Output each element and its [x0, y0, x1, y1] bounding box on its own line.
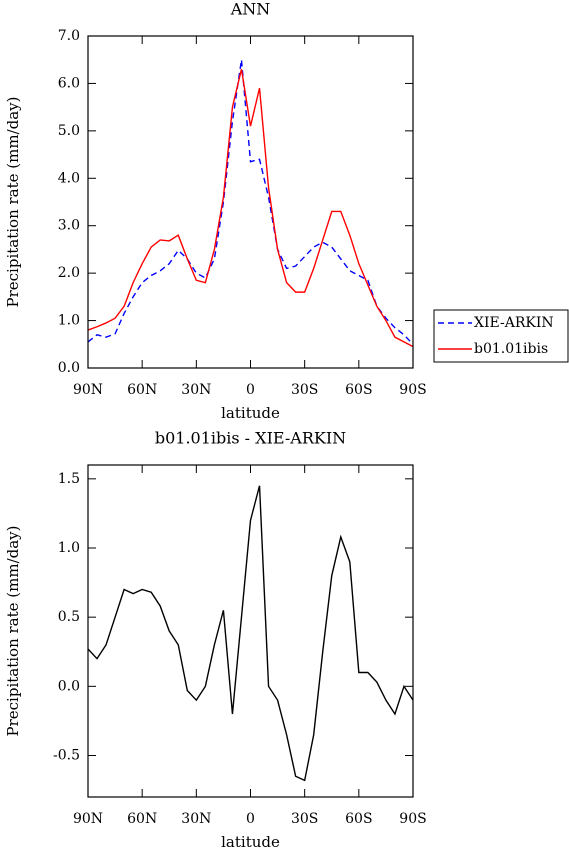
y-tick-label: 7.0 — [58, 28, 80, 44]
y-tick-label: -0.5 — [53, 748, 80, 764]
y-tick-label: 0.5 — [58, 609, 80, 625]
y-axis-label: Precipitation rate (mm/day) — [4, 525, 22, 736]
chart-title: b01.01ibis - XIE-ARKIN — [155, 429, 346, 448]
legend-label: b01.01ibis — [474, 341, 548, 357]
data-line — [87, 69, 414, 348]
data-line — [87, 59, 414, 345]
y-tick-label: 1.5 — [58, 471, 80, 487]
y-tick-label: 1.0 — [58, 313, 80, 329]
data-line — [87, 485, 414, 782]
x-tick-label: 30N — [181, 811, 211, 827]
x-tick-label: 60S — [345, 382, 372, 398]
y-tick-label: 1.0 — [58, 540, 80, 556]
x-tick-label: 30N — [181, 382, 211, 398]
x-axis-label: latitude — [221, 404, 280, 422]
x-tick-label: 90S — [399, 382, 426, 398]
x-tick-label: 0 — [246, 382, 255, 398]
y-axis-label: Precipitation rate (mm/day) — [4, 96, 22, 307]
x-tick-label: 0 — [246, 811, 255, 827]
y-tick-label: 0.0 — [58, 678, 80, 694]
x-tick-label: 60N — [127, 811, 157, 827]
y-tick-label: 5.0 — [58, 123, 80, 139]
y-tick-label: 2.0 — [58, 265, 80, 281]
x-tick-label: 90N — [73, 382, 103, 398]
plot-frame — [87, 464, 414, 798]
x-axis-label: latitude — [221, 833, 280, 851]
chart-title: ANN — [230, 0, 271, 19]
x-tick-label: 60N — [127, 382, 157, 398]
x-tick-label: 60S — [345, 811, 372, 827]
legend-box — [433, 309, 569, 363]
y-tick-label: 3.0 — [58, 218, 80, 234]
x-tick-label: 30S — [291, 382, 318, 398]
y-tick-label: 4.0 — [58, 170, 80, 186]
x-tick-label: 30S — [291, 811, 318, 827]
x-tick-label: 90S — [399, 811, 426, 827]
x-tick-label: 90N — [73, 811, 103, 827]
y-tick-label: 0.0 — [58, 360, 80, 376]
y-tick-label: 6.0 — [58, 75, 80, 91]
legend-label: XIE-ARKIN — [474, 315, 554, 331]
plot-frame — [87, 35, 414, 369]
